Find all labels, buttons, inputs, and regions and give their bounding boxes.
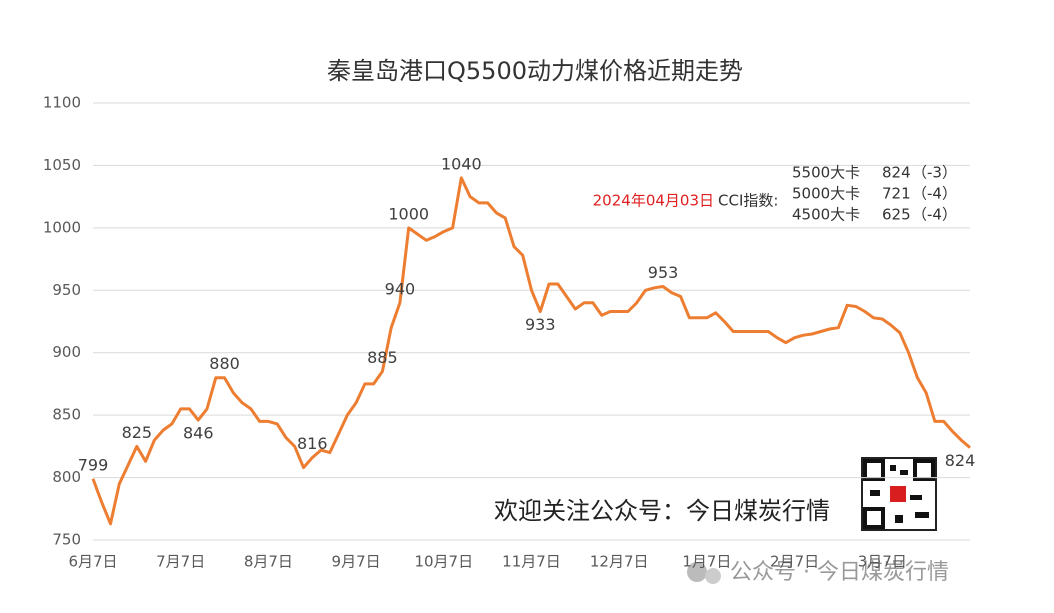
footer-logo <box>687 562 721 584</box>
x-tick-label: 6月7日 <box>68 553 117 571</box>
qr-code <box>861 457 937 531</box>
cci-row: 4500大卡 <box>792 206 860 224</box>
data-label: 953 <box>648 263 679 282</box>
date: 2024年04月03日 <box>593 192 714 210</box>
x-tick-label: 2月7日 <box>770 553 819 571</box>
cci-row: 824 <box>882 164 911 182</box>
x-tick-label: 10月7日 <box>414 553 473 571</box>
chart-title: 秦皇岛港口Q5500动力煤价格近期走势 <box>327 57 743 85</box>
x-tick-label: 1月7日 <box>682 553 731 571</box>
cci-row: 721 <box>882 185 911 203</box>
x-tick-label: 8月7日 <box>244 553 293 571</box>
x-tick-label: 9月7日 <box>332 553 381 571</box>
y-tick-label: 850 <box>52 406 81 424</box>
x-tick-label: 7月7日 <box>156 553 205 571</box>
watermark: 欢迎关注公众号：今日煤炭行情 <box>494 497 830 525</box>
data-label: 816 <box>297 434 328 453</box>
cci-row: （-4） <box>912 206 957 224</box>
x-tick-label: 3月7日 <box>858 553 907 571</box>
data-label: 880 <box>209 354 240 373</box>
data-label: 1000 <box>388 204 429 223</box>
y-tick-label: 1050 <box>43 156 81 174</box>
x-tick-label: 11月7日 <box>502 553 561 571</box>
data-label: 846 <box>183 424 214 443</box>
x-tick-label: 12月7日 <box>590 553 649 571</box>
cci-row: （-4） <box>912 185 957 203</box>
data-label: 825 <box>122 423 153 442</box>
footer: 公众号 · 今日煤炭行情 <box>730 560 949 585</box>
cci-row: （-3） <box>912 164 957 182</box>
y-tick-label: 950 <box>52 281 81 299</box>
data-label: 933 <box>525 315 556 334</box>
line <box>91 176 971 526</box>
y-tick-label: 1000 <box>43 218 81 236</box>
y-tick-label: 1100 <box>43 94 81 112</box>
data-label: 824 <box>945 451 976 470</box>
index-label: CCI指数: <box>718 192 778 210</box>
cci-row: 5000大卡 <box>792 185 860 203</box>
data-label: 940 <box>385 279 416 298</box>
data-label: 1040 <box>441 154 482 173</box>
cci-row: 5500大卡 <box>792 164 860 182</box>
y-tick-label: 900 <box>52 343 81 361</box>
y-tick-label: 800 <box>52 468 81 486</box>
y-tick-label: 750 <box>52 531 81 549</box>
cci-row: 625 <box>882 206 911 224</box>
data-label: 799 <box>78 455 109 474</box>
data-label: 885 <box>367 348 398 367</box>
